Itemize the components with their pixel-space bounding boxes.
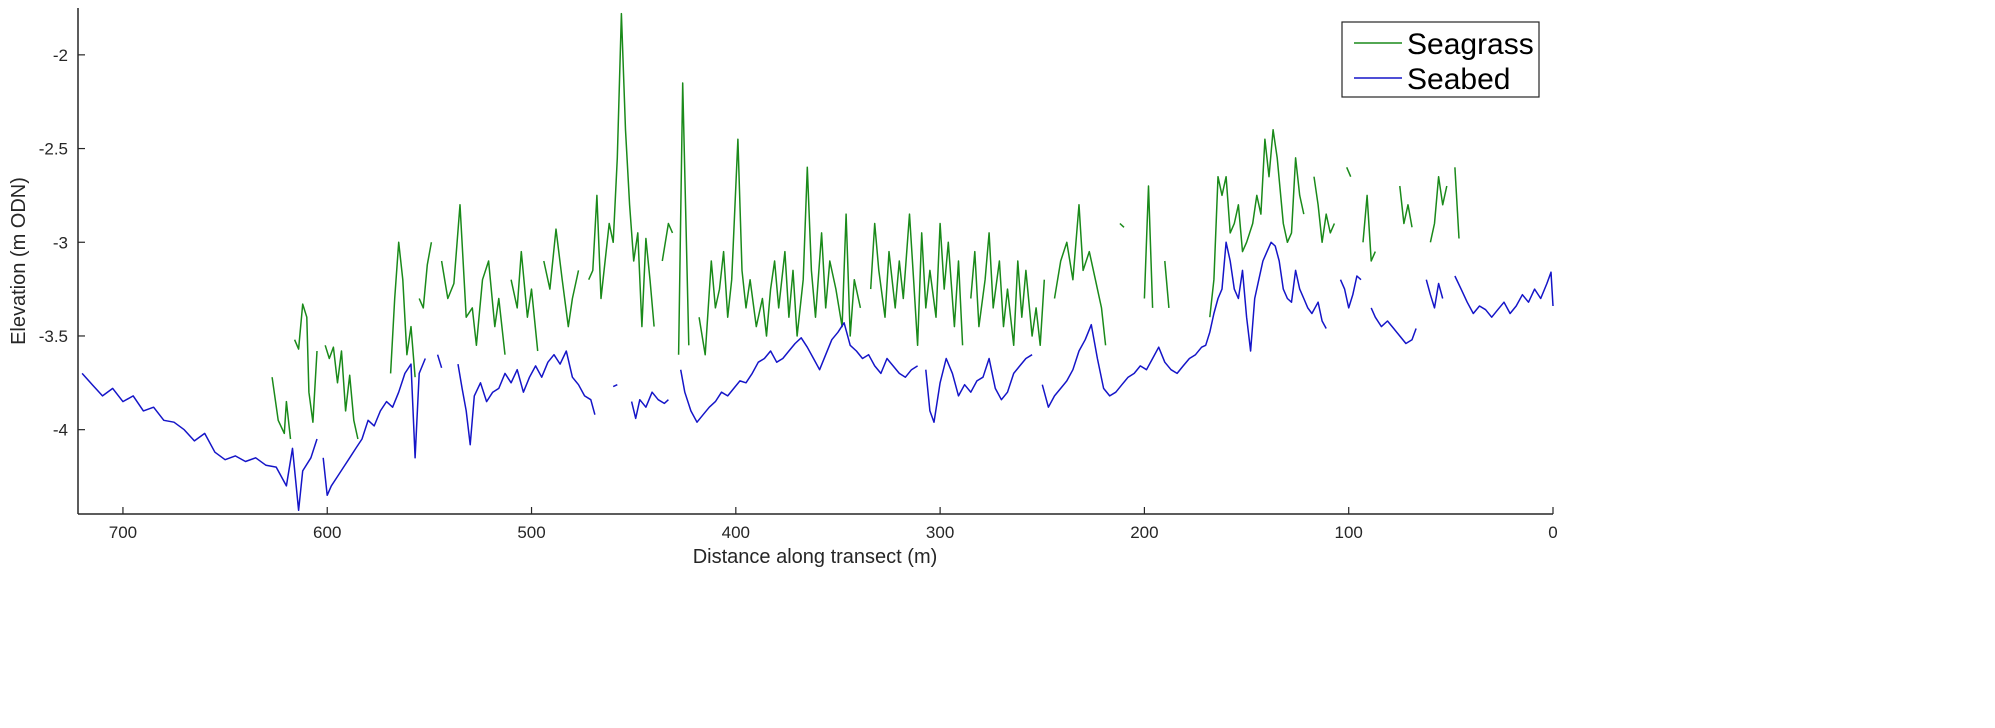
seabed-line-segment-5 xyxy=(630,391,669,420)
seabed-line-segment-3 xyxy=(457,350,596,446)
seagrass-line-segment-19 xyxy=(1313,176,1336,244)
seagrass-line-segment-12 xyxy=(869,213,964,347)
seabed-line-segment-10 xyxy=(1370,307,1417,345)
plot-area: 700 600 500 400 300 200 100 0 -2 -2.5 -3 -3.5 -4 xyxy=(39,8,1558,542)
seabed-line-segment-11 xyxy=(1425,279,1444,309)
seagrass-line-segment-23 xyxy=(1429,175,1448,243)
x-tick-label-500: 500 xyxy=(517,523,545,542)
seagrass-line-segment-8 xyxy=(588,12,655,328)
seagrass-line-segment-5 xyxy=(440,204,506,355)
y-tick-label--3_5: -3.5 xyxy=(39,327,68,346)
y-ticks: -2 -2.5 -3 -3.5 -4 xyxy=(39,46,85,440)
series-layer xyxy=(81,12,1554,512)
seagrass-line-segment-16 xyxy=(1143,185,1154,308)
seabed-line-segment-8 xyxy=(1041,241,1327,408)
seagrass-line-segment-4 xyxy=(418,242,433,309)
series-seagrass xyxy=(271,12,1460,440)
legend-label-seabed: Seabed xyxy=(1407,63,1510,96)
x-tick-label-700: 700 xyxy=(109,523,137,542)
series-seabed xyxy=(81,241,1554,512)
legend-box xyxy=(1341,21,1540,98)
x-ticks: 700 600 500 400 300 200 100 0 xyxy=(109,507,1558,542)
y-axis-label: Elevation (m ODN) xyxy=(8,177,30,345)
seabed-line-segment-2 xyxy=(436,354,443,369)
plot-background xyxy=(78,8,1553,514)
seabed-line-segment-4 xyxy=(612,384,618,388)
x-tick-label-600: 600 xyxy=(313,523,341,542)
seabed-line-segment-12 xyxy=(1454,271,1554,318)
seabed-line-segment-1 xyxy=(322,358,426,497)
seagrass-line-segment-24 xyxy=(1454,167,1460,239)
x-tick-label-200: 200 xyxy=(1130,523,1158,542)
seagrass-line-segment-1 xyxy=(293,303,318,423)
seagrass-line-segment-21 xyxy=(1362,194,1376,262)
seagrass-line-segment-3 xyxy=(389,241,416,378)
y-tick-label--2_5: -2.5 xyxy=(39,140,68,159)
seagrass-line-segment-2 xyxy=(324,345,359,440)
seagrass-line-segment-15 xyxy=(1119,222,1125,228)
legend-label-seagrass: Seagrass xyxy=(1407,28,1534,61)
seagrass-line-segment-11 xyxy=(698,138,862,356)
seabed-line-segment-9 xyxy=(1339,275,1362,309)
seagrass-line-segment-18 xyxy=(1209,129,1305,318)
x-tick-label-0: 0 xyxy=(1548,523,1557,542)
y-tick-label--2: -2 xyxy=(53,46,68,65)
seabed-line-segment-7 xyxy=(925,354,1033,423)
legend: Seagrass Seabed xyxy=(1341,21,1540,98)
seagrass-line-segment-20 xyxy=(1346,167,1352,177)
seagrass-line-segment-10 xyxy=(677,82,690,355)
y-tick-label--3: -3 xyxy=(53,233,68,252)
seagrass-line-segment-9 xyxy=(661,222,674,262)
seagrass-line-segment-14 xyxy=(1053,204,1107,346)
seagrass-line-segment-0 xyxy=(271,377,292,440)
seagrass-line-segment-13 xyxy=(970,232,1046,347)
seagrass-line-segment-22 xyxy=(1399,185,1413,228)
seagrass-line-segment-17 xyxy=(1164,260,1170,308)
seabed-line-segment-0 xyxy=(81,372,318,512)
y-tick-label--4: -4 xyxy=(53,421,68,440)
seagrass-line-segment-7 xyxy=(543,228,580,328)
x-tick-label-300: 300 xyxy=(926,523,954,542)
seabed-line-segment-6 xyxy=(679,322,918,423)
x-tick-label-100: 100 xyxy=(1335,523,1363,542)
x-tick-label-400: 400 xyxy=(722,523,750,542)
seagrass-line-segment-6 xyxy=(510,250,539,352)
x-axis-label: Distance along transect (m) xyxy=(693,546,938,568)
